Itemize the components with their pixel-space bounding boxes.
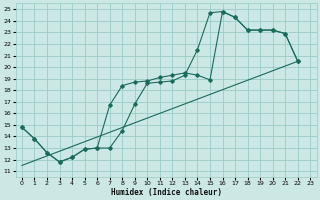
X-axis label: Humidex (Indice chaleur): Humidex (Indice chaleur) bbox=[111, 188, 221, 197]
